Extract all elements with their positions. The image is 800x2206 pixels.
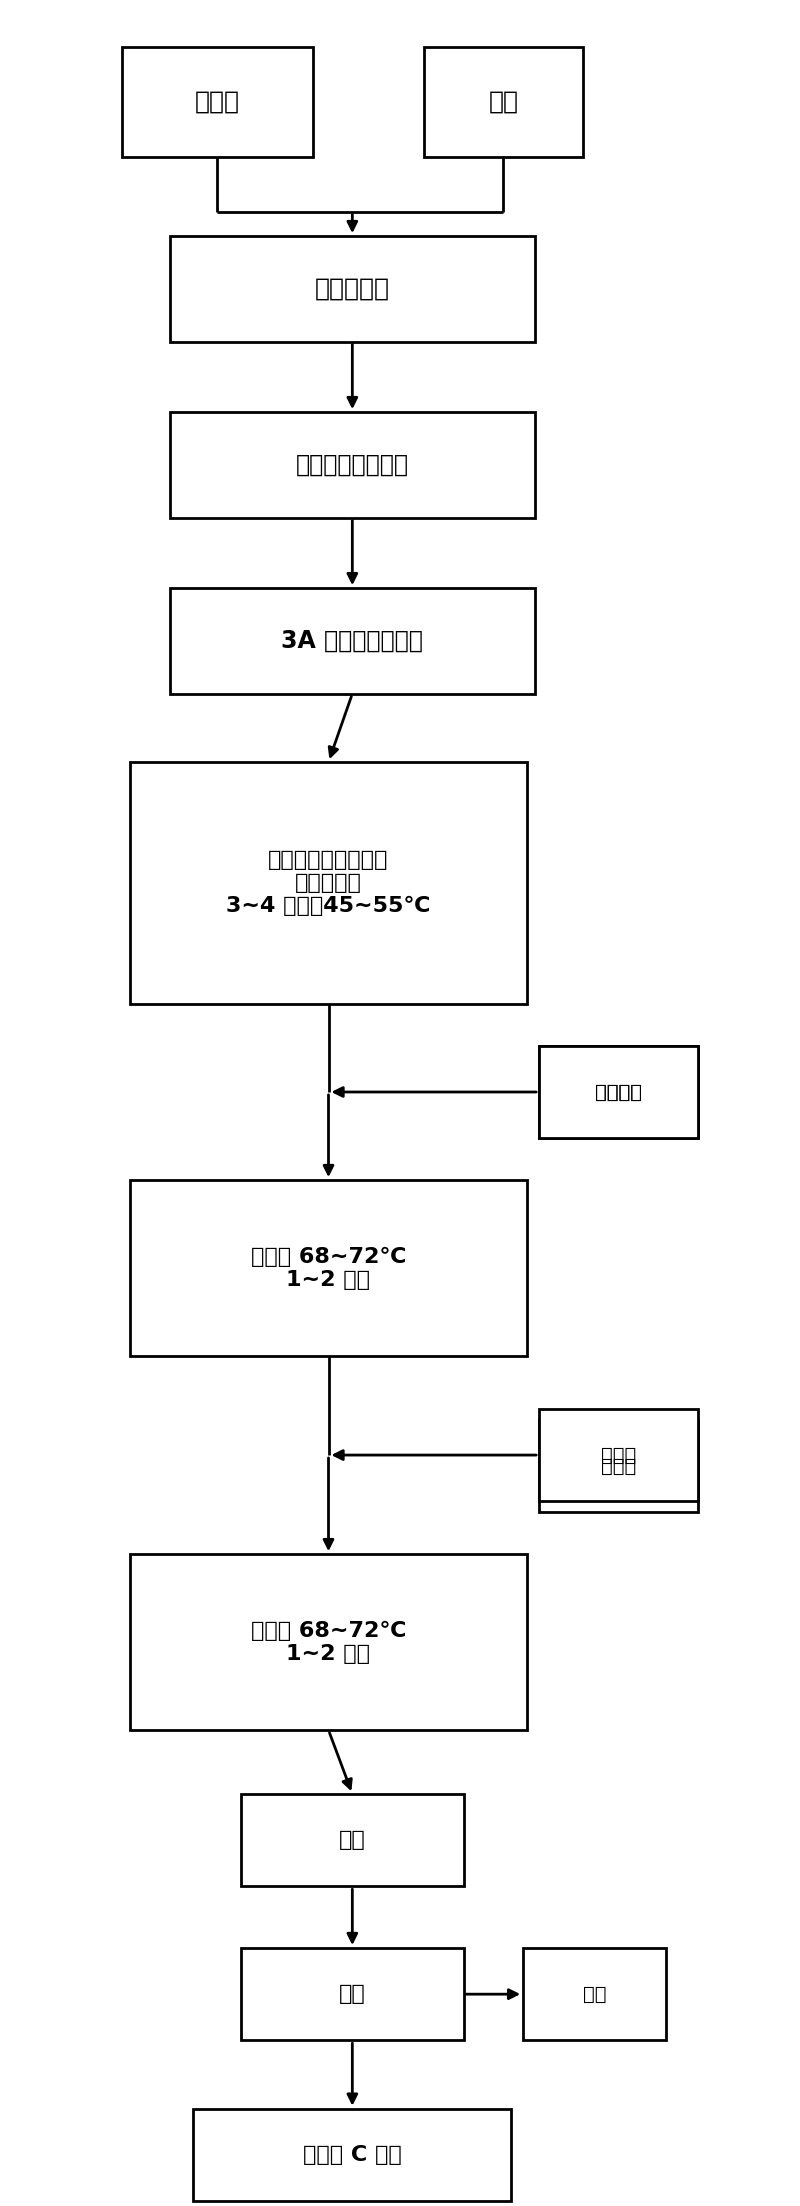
Text: 甲醇: 甲醇 — [488, 90, 518, 115]
Bar — [539, 1421, 698, 1513]
Bar — [241, 1948, 463, 2041]
Bar — [130, 1553, 527, 1730]
Bar — [194, 2109, 511, 2202]
Text: 颗粒活性炭: 颗粒活性炭 — [315, 276, 390, 300]
Bar — [170, 589, 535, 693]
Bar — [539, 1046, 698, 1138]
Bar — [170, 236, 535, 342]
Bar — [130, 761, 527, 1004]
Text: 离心: 离心 — [339, 1983, 366, 2005]
Text: 阳离子树脂保护柱: 阳离子树脂保护柱 — [296, 452, 409, 476]
Text: 强酸性阳离子交换树
脂循环走料
3~4 小时，45~55℃: 强酸性阳离子交换树 脂循环走料 3~4 小时，45~55℃ — [226, 849, 430, 915]
Bar — [170, 413, 535, 518]
Text: 母液: 母液 — [583, 1985, 606, 2003]
Bar — [523, 1948, 666, 2041]
Text: 碳酸氢钠: 碳酸氢钠 — [595, 1083, 642, 1101]
Bar — [241, 1793, 463, 1886]
Text: 古龙酸: 古龙酸 — [194, 90, 240, 115]
Text: 冷却: 冷却 — [339, 1831, 366, 1851]
Bar — [130, 1180, 527, 1357]
Bar — [539, 1046, 698, 1138]
Bar — [539, 1410, 698, 1502]
Bar — [424, 46, 582, 157]
Text: 碱转化 68~72℃
1~2 小时: 碱转化 68~72℃ 1~2 小时 — [251, 1246, 406, 1291]
Text: 碳酸钠: 碳酸钠 — [601, 1456, 636, 1476]
Bar — [122, 46, 313, 157]
Text: 维生素 C 钠盐: 维生素 C 钠盐 — [303, 2144, 402, 2164]
Text: 3A 型分子筛干燥柱: 3A 型分子筛干燥柱 — [282, 629, 423, 653]
Text: 碱转化 68~72℃
1~2 小时: 碱转化 68~72℃ 1~2 小时 — [251, 1621, 406, 1663]
Text: 碳酸氢钠: 碳酸氢钠 — [595, 1083, 642, 1101]
Text: 碳酸钠: 碳酸钠 — [601, 1445, 636, 1465]
